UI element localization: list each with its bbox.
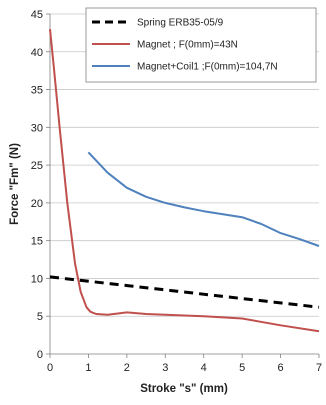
axes — [46, 13, 320, 358]
y-tick-label: 25 — [31, 160, 43, 172]
x-tick-label: 1 — [85, 362, 91, 374]
legend-label-spring: Spring ERB35-05/9 — [137, 18, 224, 29]
series-lines — [49, 28, 320, 333]
x-tick-label: 3 — [162, 362, 168, 374]
y-tick-label: 45 — [31, 9, 43, 21]
y-tick-label: 0 — [37, 349, 43, 361]
x-tick-label: 5 — [239, 362, 245, 374]
y-tick-label: 40 — [31, 47, 43, 59]
x-tick-label: 6 — [278, 362, 284, 374]
x-tick-label: 7 — [316, 362, 322, 374]
y-tick-label: 35 — [31, 85, 43, 97]
x-tick-label: 2 — [124, 362, 130, 374]
y-tick-label: 30 — [31, 122, 43, 134]
magnet-coil-line — [87, 151, 320, 247]
y-tick-label: 10 — [31, 273, 43, 285]
y-tick-label: 20 — [31, 198, 43, 210]
x-axis-label: Stroke "s" (mm) — [140, 383, 228, 395]
x-tick-label: 4 — [201, 362, 207, 374]
y-tick-label: 5 — [37, 311, 43, 323]
y-tick-label: 15 — [31, 236, 43, 248]
x-tick-label: 0 — [47, 362, 53, 374]
magnet-line — [49, 28, 320, 333]
legend-label-magnet-coil: Magnet+Coil1 ;F(0mm)=104,7N — [137, 62, 278, 73]
spring-line — [49, 275, 320, 309]
y-axis-label: Force "Fm" (N) — [9, 143, 21, 225]
legend: Spring ERB35-05/9 Magnet ; F(0mm)=43N Ma… — [85, 7, 317, 83]
legend-label-magnet: Magnet ; F(0mm)=43N — [137, 40, 238, 51]
